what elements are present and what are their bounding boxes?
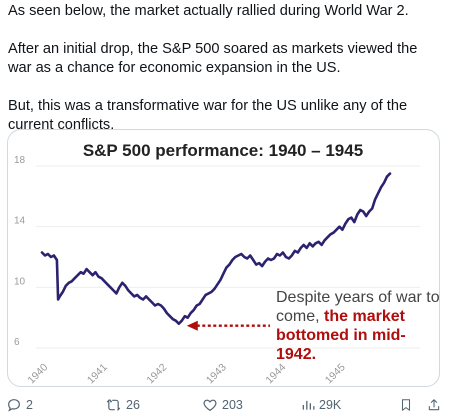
series-line (40, 172, 392, 325)
like-count: 203 (222, 398, 243, 412)
x-tick-label: 1940 (25, 361, 50, 386)
repost-button[interactable]: 26 (105, 394, 140, 416)
bookmark-icon (401, 399, 411, 411)
post-action-bar: 2 26 203 29K (0, 394, 449, 416)
like-button[interactable]: 203 (202, 394, 243, 416)
reply-count: 2 (26, 398, 33, 412)
y-tick-label: 10 (14, 276, 26, 287)
x-tick-label: 1943 (204, 361, 229, 386)
y-tick-label: 6 (14, 337, 20, 348)
bookmark-button[interactable] (399, 394, 413, 416)
sp500-chart: S&P 500 performance: 1940 – 1945 6 10 14 18… (14, 141, 420, 386)
y-tick-label: 14 (14, 216, 26, 227)
chart-image-card[interactable]: S&P 500 performance: 1940 – 1945 6 10 14 18… (7, 129, 440, 387)
repost-count: 26 (126, 398, 140, 412)
x-tick-label: 1944 (263, 361, 288, 386)
views-count: 29K (319, 398, 342, 412)
x-tick-label: 1942 (144, 361, 169, 386)
x-tick-label: 1941 (85, 361, 110, 386)
reply-button[interactable]: 2 (6, 394, 33, 416)
post-paragraph-1: As seen below, the market actually ralli… (8, 3, 409, 19)
post-paragraph-2: After an initial drop, the S&P 500 soare… (8, 41, 418, 76)
heart-icon (203, 399, 217, 412)
y-tick-label: 18 (14, 155, 26, 166)
views-icon (302, 400, 315, 410)
annotation-text: Despite years of war to come, (276, 289, 440, 325)
chart-annotation: Despite years of war to come, the market… (276, 288, 440, 364)
share-button[interactable] (427, 394, 441, 416)
x-tick-label: 1945 (323, 361, 348, 386)
annotation-highlight: the market bottomed in mid-1942. (276, 308, 406, 363)
post-text: As seen below, the market actually ralli… (8, 2, 444, 154)
share-icon (428, 399, 440, 411)
chart-title: S&P 500 performance: 1940 – 1945 (83, 141, 363, 160)
views-button[interactable]: 29K (301, 394, 341, 416)
repost-icon (106, 399, 121, 411)
annotation-arrow-head (186, 320, 198, 331)
reply-icon (8, 399, 20, 412)
